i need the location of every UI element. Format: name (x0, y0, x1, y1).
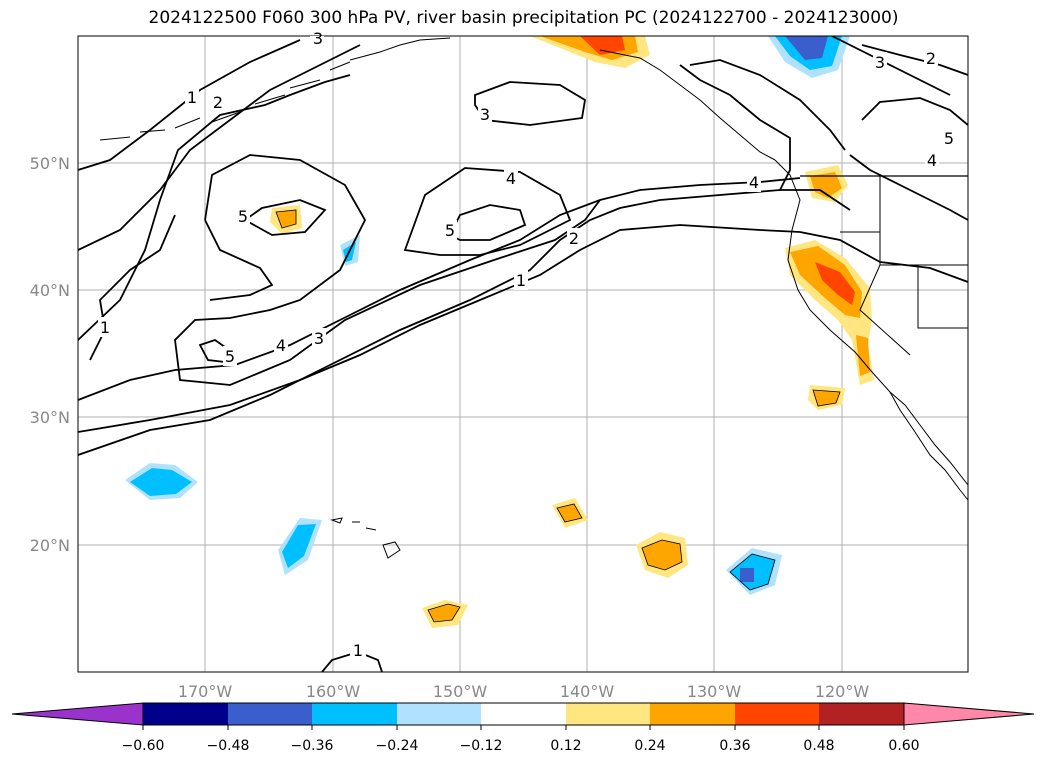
contour-label: 1 (353, 641, 363, 660)
contour-labels: 1 2 3 4 5 3 4 5 2 1 4 3 5 1 3 2 4 5 1 (98, 29, 956, 660)
colorbar-segment (566, 703, 650, 725)
colorbar-label: −0.60 (122, 738, 165, 754)
plot-frame (77, 35, 969, 673)
contour-label: 2 (569, 229, 579, 248)
contour-label: 3 (875, 53, 885, 72)
contour-label: 2 (213, 93, 223, 112)
lon-tick-label: 160°W (306, 682, 361, 701)
lon-tick-label: 120°W (815, 682, 870, 701)
colorbar-segment (312, 703, 397, 725)
colorbar-segment (481, 703, 566, 725)
contour-label: 1 (516, 271, 526, 290)
contour-label: 5 (225, 347, 235, 366)
lat-tick-label: 50°N (30, 154, 70, 173)
lat-tick-label: 30°N (30, 408, 70, 427)
colorbar-segment (819, 703, 904, 725)
contour-label: 3 (313, 29, 323, 48)
contour-label: 4 (506, 169, 516, 188)
contour-label: 4 (927, 151, 937, 170)
lon-tick-labels: 170°W 160°W 150°W 140°W 130°W 120°W (178, 682, 870, 701)
colorbar-segment (735, 703, 819, 725)
contour-label: 4 (749, 173, 759, 192)
lat-tick-labels: 50°N 40°N 30°N 20°N (30, 154, 70, 555)
contour-label: 4 (276, 336, 286, 355)
lon-tick-label: 130°W (687, 682, 742, 701)
lon-tick-label: 140°W (560, 682, 615, 701)
contour-label: 5 (944, 129, 954, 148)
contour-label: 5 (445, 221, 455, 240)
contour-label: 5 (238, 207, 248, 226)
colorbar-label: 0.12 (550, 738, 581, 754)
contour-label: 3 (480, 105, 490, 124)
contour-label: 1 (187, 88, 197, 107)
lat-tick-label: 40°N (30, 281, 70, 300)
colorbar-label: −0.24 (376, 738, 419, 754)
map-title: 2024122500 F060 300 hPa PV, river basin … (148, 8, 899, 28)
colorbar-label: 0.60 (888, 738, 919, 754)
contour-label: 3 (314, 329, 324, 348)
colorbar-label: −0.36 (291, 738, 334, 754)
colorbar-label: 0.36 (719, 738, 750, 754)
colorbar-extend-low (11, 702, 144, 726)
colorbar-label: −0.12 (460, 738, 503, 754)
colorbar-segment (228, 703, 312, 725)
anomaly-outlines (275, 209, 841, 623)
lat-tick-label: 20°N (30, 536, 70, 555)
colorbar-label: 0.24 (634, 738, 665, 754)
colorbar-label: 0.48 (803, 738, 834, 754)
colorbar-segment (143, 703, 228, 725)
plot-area (78, 36, 968, 672)
colorbar: −0.60 −0.48 −0.36 −0.24 −0.12 0.12 0.24 … (11, 702, 1035, 754)
colorbar-segment (650, 703, 735, 725)
lon-tick-label: 170°W (178, 682, 233, 701)
pv-contours (78, 36, 968, 672)
lon-tick-label: 150°W (433, 682, 488, 701)
colorbar-segment (397, 703, 481, 725)
colorbar-extend-high (903, 702, 1035, 726)
contour-label: 1 (100, 318, 110, 337)
contour-label: 2 (926, 49, 936, 68)
colorbar-label: −0.48 (207, 738, 250, 754)
